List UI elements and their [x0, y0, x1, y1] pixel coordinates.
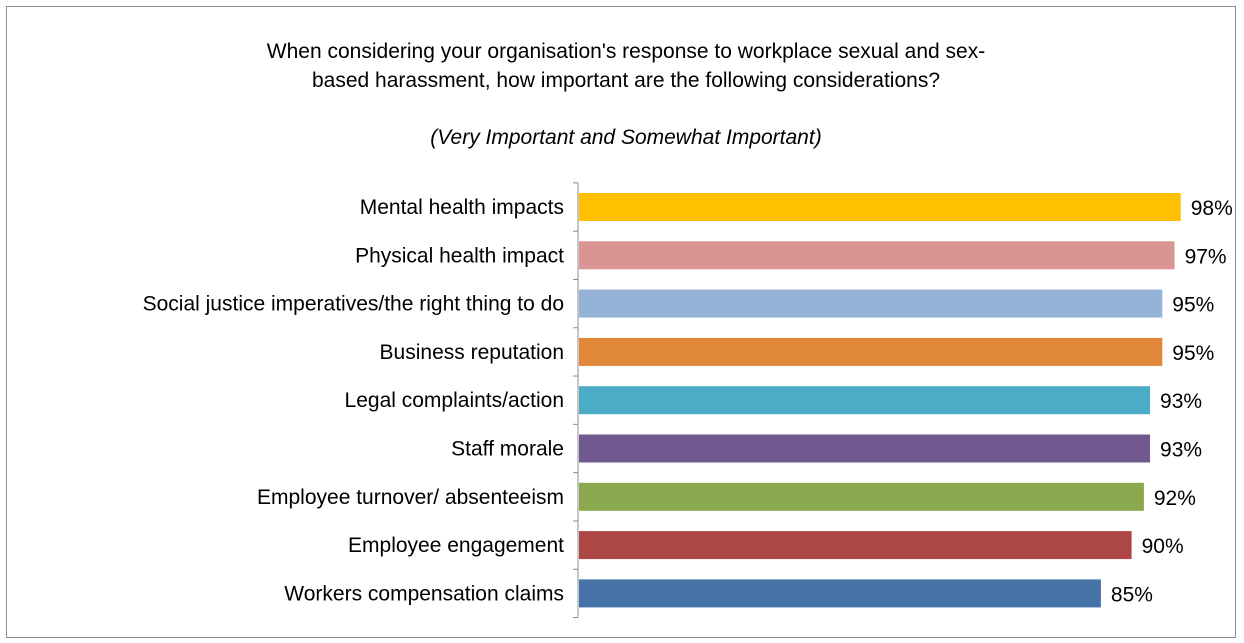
data-label: 90%	[1142, 535, 1184, 558]
data-label: 95%	[1172, 342, 1214, 365]
category-label: Mental health impacts	[360, 196, 564, 219]
bar	[579, 482, 1144, 511]
data-label: 92%	[1154, 487, 1196, 510]
bar	[579, 337, 1163, 366]
data-label: 85%	[1111, 583, 1153, 606]
data-label: 95%	[1172, 294, 1214, 317]
category-label: Physical health impact	[355, 244, 564, 267]
chart-subtitle: (Very Important and Somewhat Important)	[430, 126, 821, 149]
category-label: Staff morale	[451, 438, 564, 461]
bar	[579, 434, 1151, 463]
category-label: Employee engagement	[348, 534, 564, 557]
category-label: Workers compensation claims	[284, 582, 564, 605]
bar	[579, 531, 1132, 560]
category-label: Employee turnover/ absenteeism	[257, 486, 564, 509]
bar	[579, 386, 1151, 415]
bar	[579, 241, 1175, 270]
bar	[579, 579, 1101, 608]
chart-frame: When considering your organisation's res…	[6, 6, 1236, 638]
bar-chart: When considering your organisation's res…	[143, 40, 1233, 619]
plot-area: Mental health impacts 98% Physical health …	[143, 182, 1233, 619]
chart-title-line-1: When considering your organisation's res…	[267, 40, 985, 63]
data-label: 98%	[1191, 197, 1233, 220]
bar	[579, 193, 1181, 221]
data-label: 97%	[1185, 245, 1227, 268]
data-label: 93%	[1160, 390, 1202, 413]
category-label: Business reputation	[380, 341, 564, 364]
category-label: Legal complaints/action	[345, 389, 564, 412]
data-label: 93%	[1160, 439, 1202, 462]
chart-title-line-2: based harassment, how important are the …	[312, 69, 940, 92]
bar	[579, 289, 1163, 318]
category-label: Social justice imperatives/the right thi…	[143, 293, 564, 316]
